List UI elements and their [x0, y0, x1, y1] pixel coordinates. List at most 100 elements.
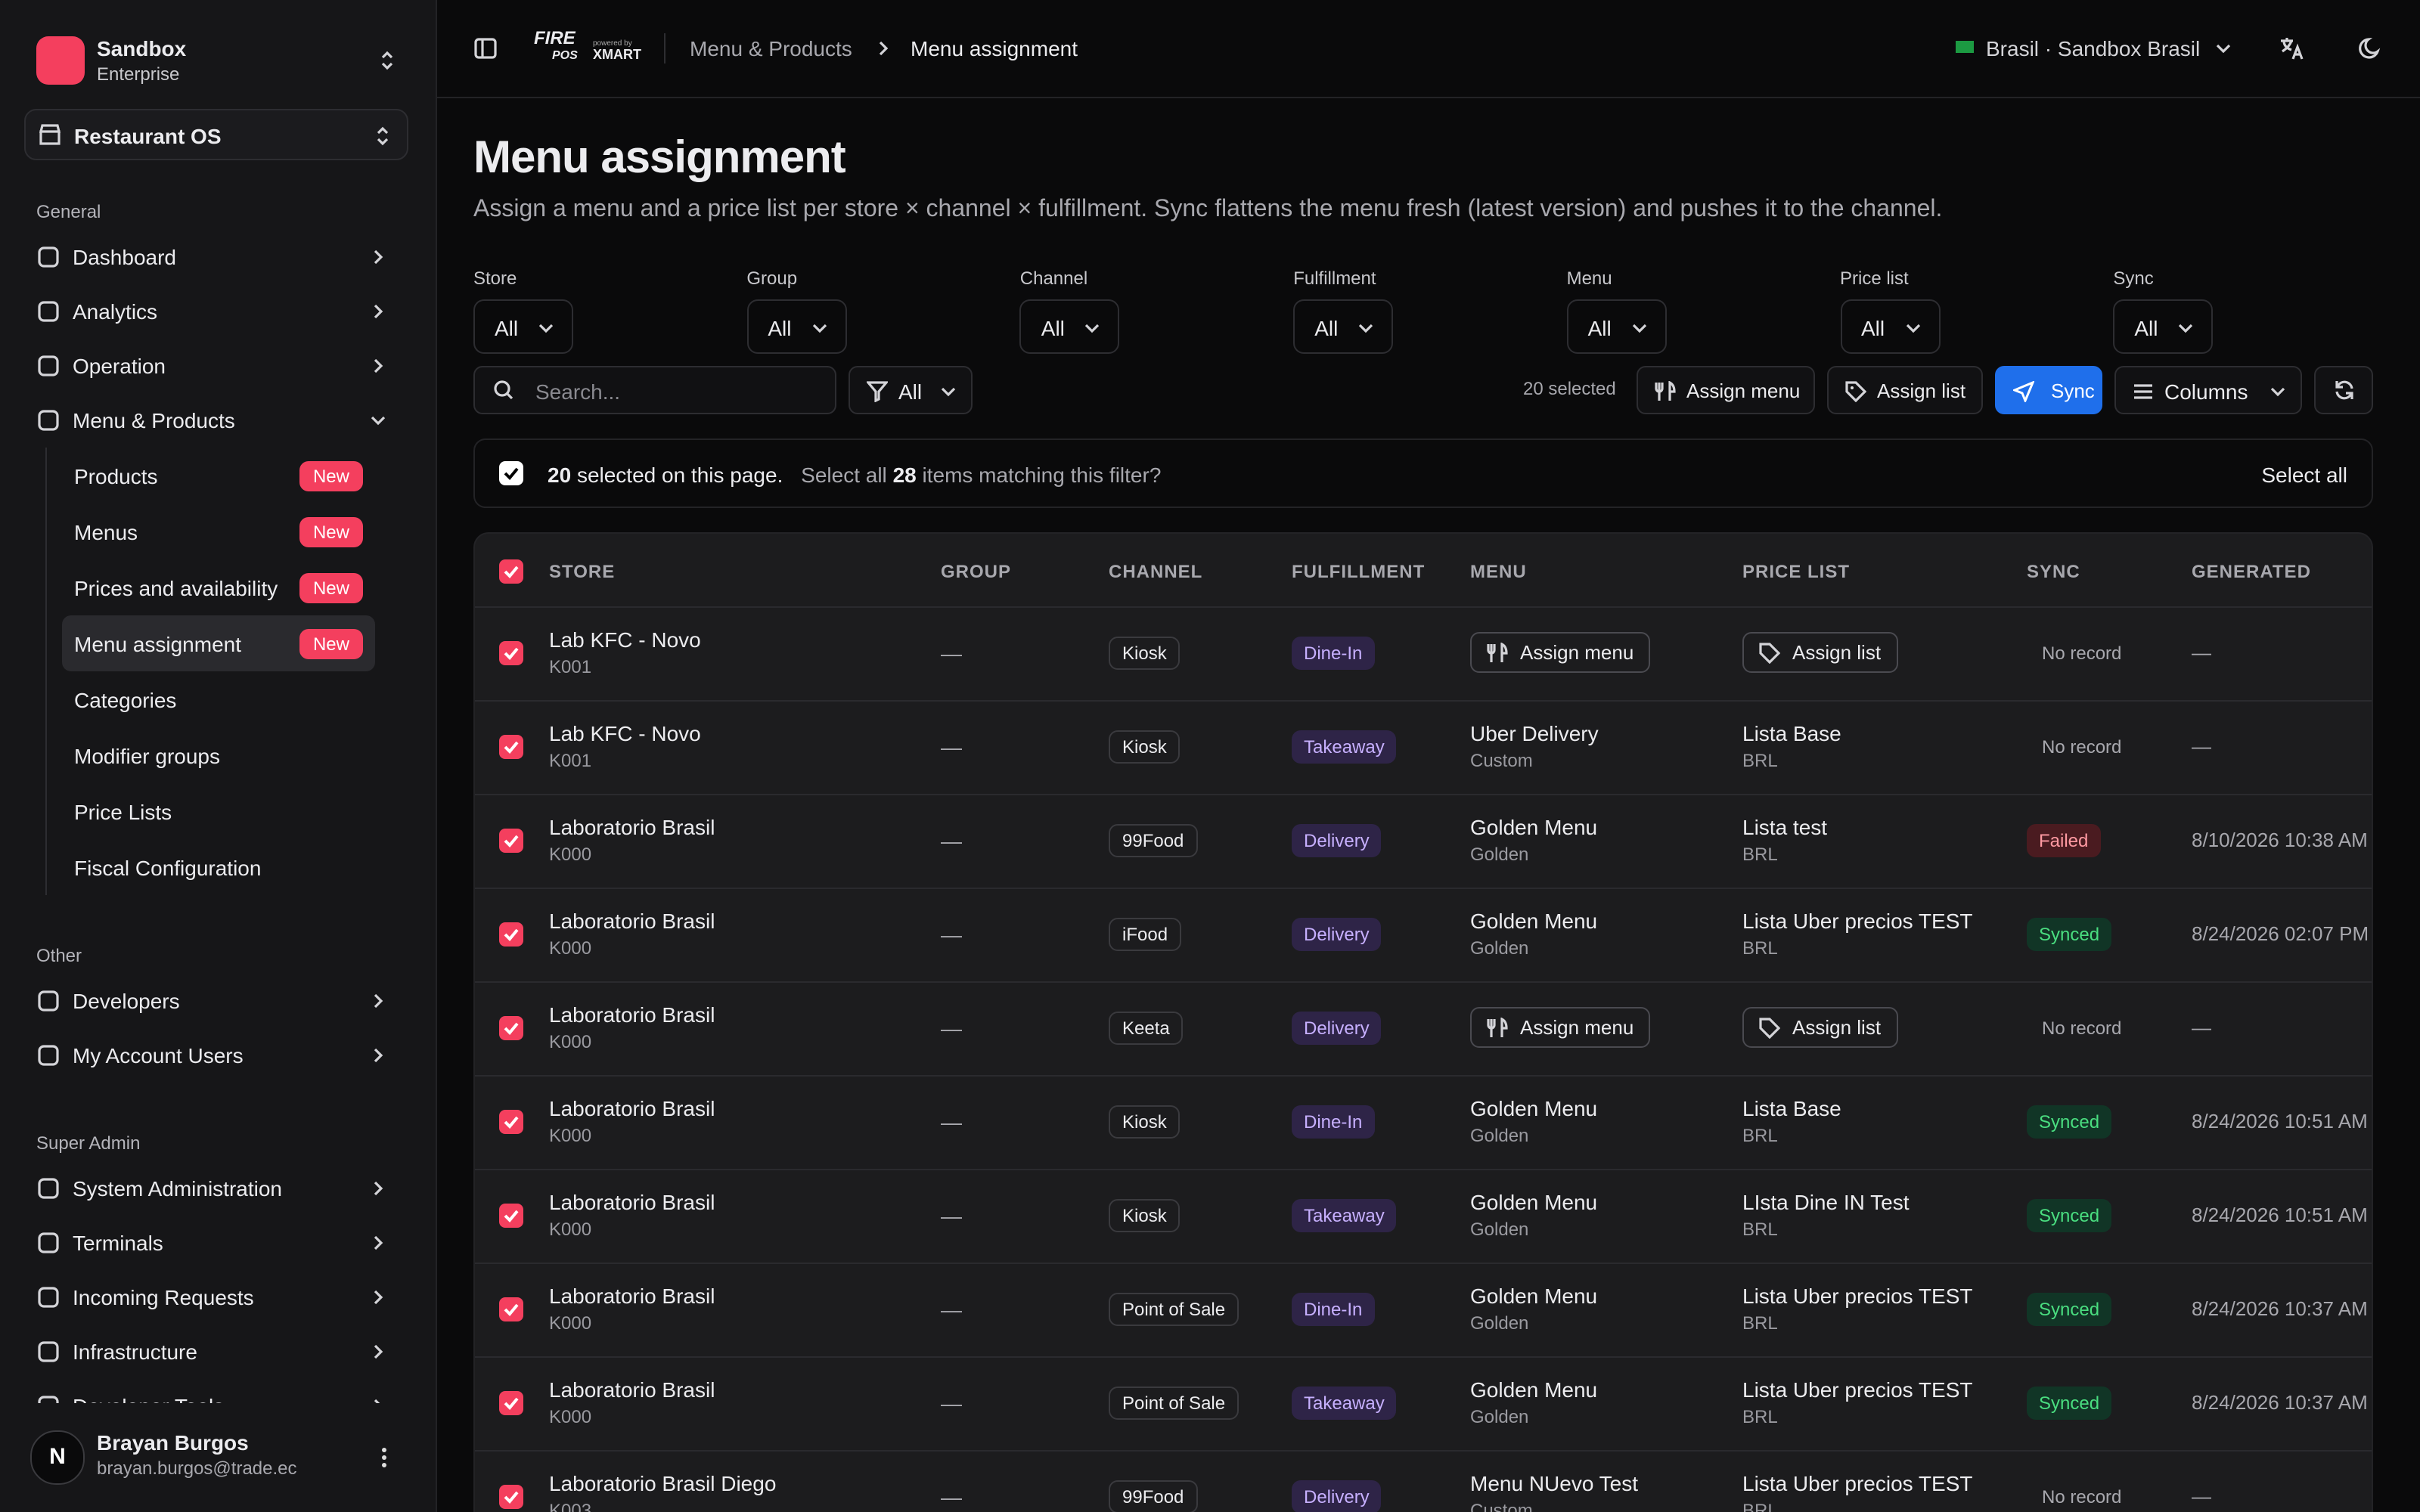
nav-item[interactable]: Terminals: [0, 1216, 436, 1270]
filter-label: Price list: [1840, 268, 1909, 289]
nav-child[interactable]: Prices and availability New: [62, 559, 375, 615]
flag: [1956, 41, 1974, 53]
banner-checkbox[interactable]: [499, 461, 523, 485]
search[interactable]: Search...: [473, 366, 836, 414]
generated: 8/10/2026 10:38 AM: [2192, 829, 2368, 851]
nav-child-label: Fiscal Configuration: [74, 856, 262, 880]
sync-label: Sync: [2051, 380, 2095, 402]
nav-label: Dashboard: [73, 245, 176, 269]
store-code: K001: [549, 656, 592, 677]
table-row: Lab KFC - Novo K001 — Kiosk Takeaway Uber Del…: [475, 700, 2372, 795]
sync-status: No record: [2042, 1018, 2122, 1039]
divider: [664, 33, 666, 64]
row-checkbox[interactable]: [499, 1297, 523, 1321]
quick-filter[interactable]: All: [849, 366, 973, 414]
row-checkbox[interactable]: [499, 829, 523, 853]
nav-item[interactable]: Infrastructure: [0, 1325, 436, 1379]
column-header: GROUP: [941, 561, 1012, 582]
nav-child[interactable]: Menus New: [62, 503, 375, 559]
sync-status: No record: [2042, 643, 2122, 664]
user-panel[interactable]: N Brayan Burgos brayan.burgos@trade.ec: [0, 1403, 436, 1512]
quick-filter-value: All: [898, 380, 923, 404]
store-code: K001: [549, 750, 592, 771]
refresh-button[interactable]: [2314, 366, 2373, 414]
menu: Golden Menu: [1470, 815, 1598, 839]
table-row: Laboratorio Brasil K000 — 99Food Delivery Gol…: [475, 794, 2372, 889]
store-code: K000: [549, 937, 592, 959]
user-menu-icon[interactable]: [381, 1445, 387, 1470]
channel: 99Food: [1109, 824, 1198, 857]
column-header: PRICE LIST: [1742, 561, 1851, 582]
filter-select[interactable]: All: [2113, 299, 2214, 354]
select-all-button[interactable]: Select all: [2261, 463, 2347, 487]
store-name: Lab KFC - Novo: [549, 627, 701, 652]
store-code: K000: [549, 844, 592, 865]
row-checkbox[interactable]: [499, 1485, 523, 1509]
header-checkbox[interactable]: [499, 559, 523, 584]
nav-child[interactable]: Price Lists: [62, 783, 375, 839]
product-switcher[interactable]: Restaurant OS: [24, 109, 408, 160]
store-name: Laboratorio Brasil: [549, 909, 715, 933]
nav-item[interactable]: My Account Users: [0, 1028, 436, 1083]
filter-select[interactable]: All: [473, 299, 573, 354]
row-checkbox[interactable]: [499, 735, 523, 759]
nav-item[interactable]: Dashboard: [0, 230, 436, 284]
nav-item[interactable]: Menu & Products: [0, 393, 436, 448]
generated: 8/24/2026 10:37 AM: [2192, 1391, 2368, 1414]
price-list: Lista Uber precios TEST: [1742, 1377, 1973, 1402]
filter-value: All: [1861, 316, 1885, 340]
org-name[interactable]: Sandbox: [97, 36, 187, 60]
columns-button[interactable]: Columns: [2114, 366, 2302, 414]
price-list-button[interactable]: Assign list: [1742, 632, 1898, 673]
nav-item[interactable]: Developer Tools: [0, 1379, 436, 1406]
nav-item[interactable]: Analytics: [0, 284, 436, 339]
assign-menu-button[interactable]: Assign menu: [1637, 366, 1815, 414]
sidebar-toggle[interactable]: [473, 36, 498, 60]
filter-select[interactable]: All: [1019, 299, 1120, 354]
filter-select[interactable]: All: [1840, 299, 1940, 354]
nav-children: Products New Menus New Prices and availabili…: [45, 448, 436, 895]
filter-select[interactable]: All: [746, 299, 847, 354]
nav-item[interactable]: Incoming Requests: [0, 1270, 436, 1325]
row-checkbox[interactable]: [499, 1016, 523, 1040]
nav-child[interactable]: Products New: [62, 448, 375, 503]
region-selector[interactable]: Brasil · Sandbox Brasil: [1986, 36, 2201, 60]
menu-button[interactable]: Assign menu: [1470, 632, 1651, 673]
nav-child-label: Categories: [74, 688, 177, 712]
row-checkbox[interactable]: [499, 1391, 523, 1415]
breadcrumb-link[interactable]: Menu & Products: [690, 36, 852, 60]
banner-total: 28: [892, 463, 917, 487]
logo-top: FIRE: [534, 27, 576, 48]
nav-child[interactable]: Fiscal Configuration: [62, 839, 375, 895]
row-checkbox[interactable]: [499, 641, 523, 665]
price-list-button[interactable]: Assign list: [1742, 1007, 1898, 1048]
channel: iFood: [1109, 918, 1182, 951]
menu-detail: Golden: [1470, 844, 1529, 865]
sync-button[interactable]: Sync: [1995, 366, 2102, 414]
menu-detail: Golden: [1470, 1125, 1529, 1146]
org-switch-icon[interactable]: [378, 48, 396, 73]
nav-label: System Administration: [73, 1176, 282, 1201]
section-title: Super Admin: [36, 1132, 141, 1154]
filter-select[interactable]: All: [1293, 299, 1394, 354]
nav: General Dashboard Analytics Operation Menu &…: [0, 184, 436, 1406]
nav-item[interactable]: System Administration: [0, 1161, 436, 1216]
nav-child[interactable]: Modifier groups: [62, 727, 375, 783]
nav-item[interactable]: Developers: [0, 974, 436, 1028]
language-toggle[interactable]: [2279, 36, 2304, 60]
row-checkbox[interactable]: [499, 1204, 523, 1228]
row-checkbox[interactable]: [499, 922, 523, 947]
region-chevron[interactable]: [2216, 42, 2231, 54]
nav-item[interactable]: Operation: [0, 339, 436, 393]
nav-child[interactable]: Categories: [62, 671, 375, 727]
filter-select[interactable]: All: [1566, 299, 1667, 354]
menu-button[interactable]: Assign menu: [1470, 1007, 1651, 1048]
price-list: Lista test: [1742, 815, 1828, 839]
table-row: Laboratorio Brasil K000 — Point of Sale Take…: [475, 1356, 2372, 1452]
price-list-detail: BRL: [1742, 1406, 1778, 1427]
filter-label: Channel: [1019, 268, 1088, 289]
nav-child[interactable]: Menu assignment New: [62, 615, 375, 671]
row-checkbox[interactable]: [499, 1110, 523, 1134]
assign-list-button[interactable]: Assign list: [1827, 366, 1983, 414]
theme-toggle[interactable]: [2358, 36, 2382, 60]
